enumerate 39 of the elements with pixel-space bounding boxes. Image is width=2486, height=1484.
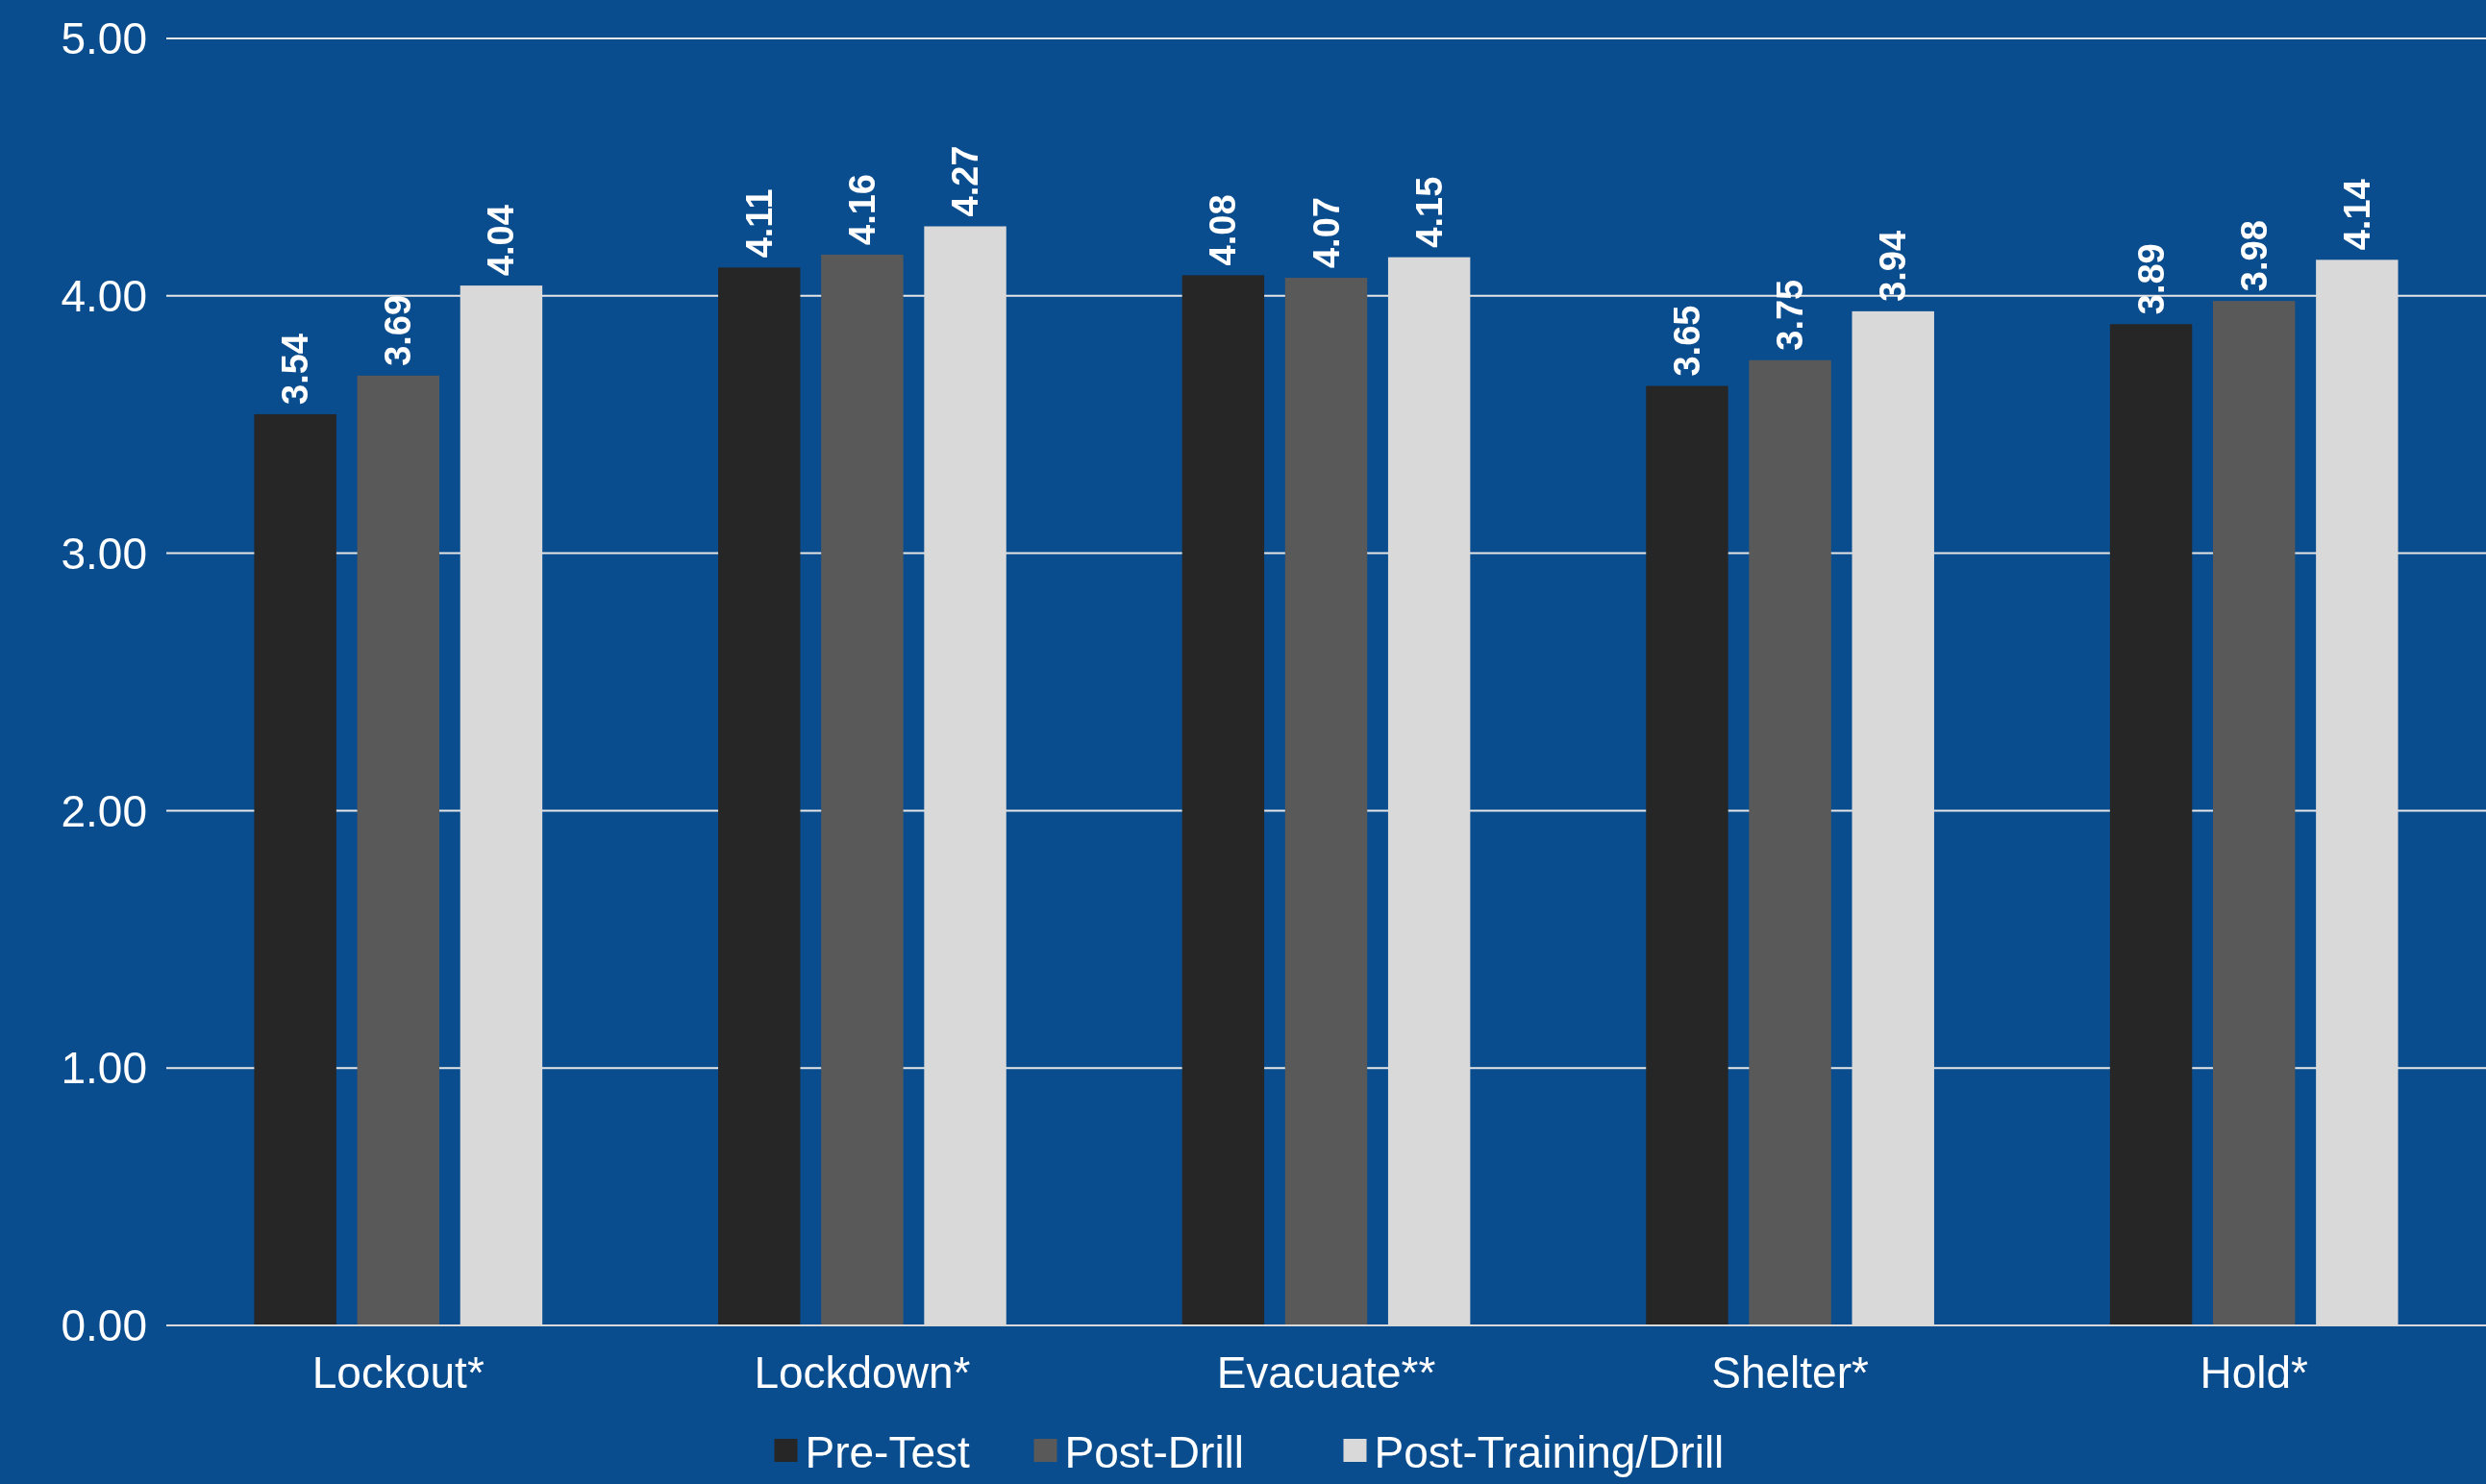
data-label: 4.16	[841, 173, 883, 245]
legend-label: Post-Training/Drill	[1374, 1427, 1725, 1478]
data-label: 4.15	[1408, 176, 1450, 248]
legend-label: Post-Drill	[1064, 1427, 1245, 1478]
data-label: 4.08	[1203, 194, 1244, 266]
data-label: 4.04	[481, 205, 522, 277]
y-tick-label: 3.00	[61, 528, 147, 579]
y-tick-label: 4.00	[61, 270, 147, 321]
x-tick-label: Shelter*	[1711, 1348, 1870, 1397]
data-label: 3.69	[378, 294, 419, 366]
x-tick-label: Evacuate**	[1216, 1348, 1436, 1397]
y-tick-label: 1.00	[61, 1043, 147, 1094]
data-label: 4.11	[738, 188, 780, 259]
bar	[821, 254, 904, 1325]
data-label: 3.65	[1666, 305, 1707, 377]
y-tick-label: 0.00	[61, 1300, 147, 1351]
bar	[1646, 385, 1728, 1325]
bar	[1284, 278, 1368, 1325]
bar	[2109, 324, 2193, 1325]
data-label: 3.98	[2233, 220, 2275, 292]
x-tick-label: Lockdown*	[754, 1348, 971, 1397]
bar	[1181, 275, 1265, 1325]
legend-label: Pre-Test	[805, 1427, 970, 1478]
y-tick-label: 2.00	[61, 785, 147, 836]
y-tick-label: 5.00	[61, 13, 147, 64]
data-label: 3.54	[275, 334, 316, 405]
x-tick-label: Hold*	[2200, 1348, 2309, 1397]
bar	[718, 267, 801, 1325]
bar	[1749, 359, 1831, 1325]
data-label: 3.94	[1873, 230, 1914, 302]
x-tick-label: Lockout*	[311, 1348, 485, 1397]
bar	[357, 375, 440, 1325]
data-label: 3.75	[1770, 279, 1811, 351]
data-label: 4.14	[2336, 179, 2377, 251]
bar	[254, 413, 336, 1325]
data-label: 4.27	[945, 145, 986, 217]
bar	[2212, 301, 2296, 1325]
data-label: 4.07	[1305, 197, 1347, 269]
data-label: 3.89	[2130, 243, 2172, 315]
